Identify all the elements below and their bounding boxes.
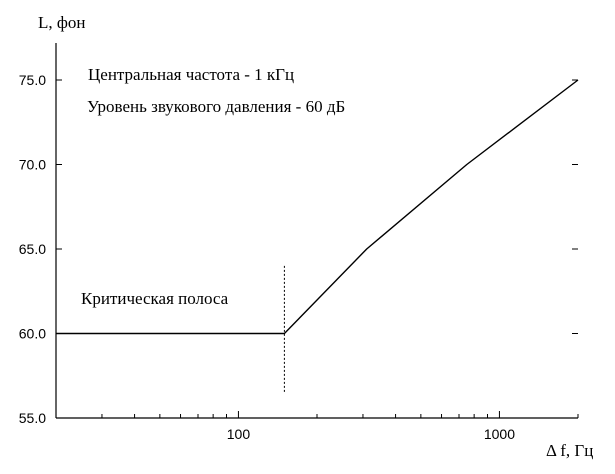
y-tick-label: 60.0 [19, 326, 46, 342]
y-tick-label: 75.0 [19, 72, 46, 88]
x-axis-label: Δ f, Гц [546, 441, 593, 460]
annotation-sound-pressure-level: Уровень звукового давления - 60 дБ [87, 97, 345, 116]
y-axis-label: L, фон [38, 13, 86, 32]
y-tick-label: 65.0 [19, 241, 46, 257]
x-tick-label: 1000 [484, 426, 515, 442]
y-tick-label: 70.0 [19, 157, 46, 173]
annotation-critical-band: Критическая полоса [81, 289, 229, 308]
annotation-center-frequency: Центральная частота - 1 кГц [88, 65, 294, 84]
x-tick-label: 100 [227, 426, 251, 442]
y-tick-label: 55.0 [19, 410, 46, 426]
